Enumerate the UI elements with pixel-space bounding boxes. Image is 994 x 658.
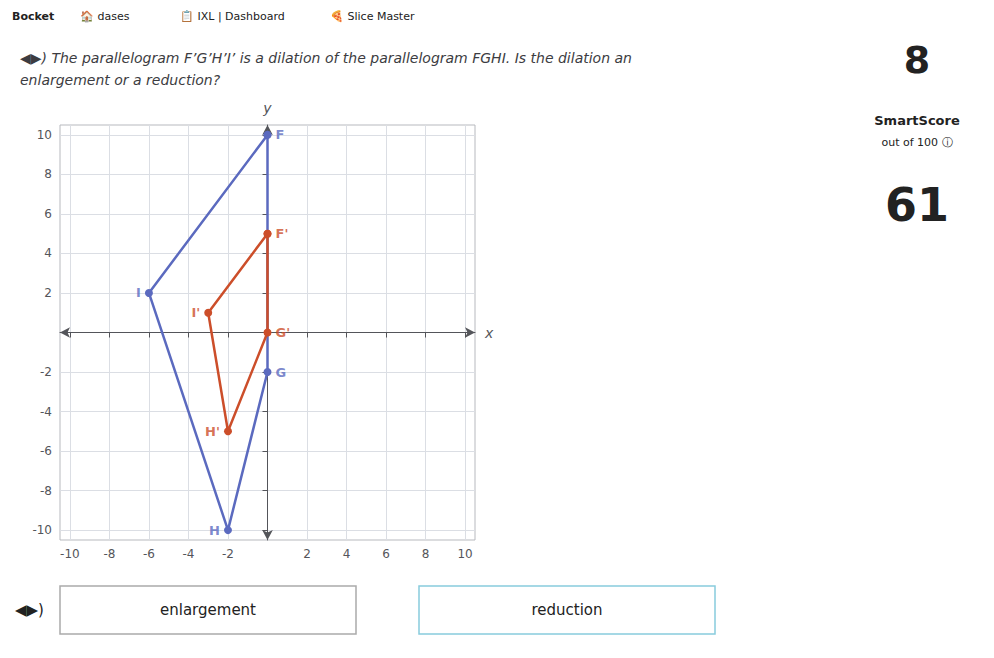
svg-text:-8: -8 [40, 484, 52, 498]
svg-text:I: I [136, 285, 141, 300]
svg-text:2: 2 [303, 547, 311, 561]
svg-text:🏠 dases: 🏠 dases [80, 10, 130, 23]
svg-text:◀▶) The parallelogram F’G’H’I’: ◀▶) The parallelogram F’G’H’I’ is a dila… [20, 50, 632, 66]
svg-text:4: 4 [44, 246, 52, 260]
svg-text:G: G [276, 365, 287, 380]
svg-text:8: 8 [44, 167, 52, 181]
svg-text:SmartScore: SmartScore [874, 113, 960, 128]
svg-text:4: 4 [343, 547, 351, 561]
svg-text:◀▶): ◀▶) [15, 601, 44, 619]
svg-text:out of 100 ⓘ: out of 100 ⓘ [881, 136, 952, 149]
svg-text:F: F [276, 127, 285, 142]
svg-text:enlargement: enlargement [160, 601, 256, 619]
svg-text:📋 IXL | Dashboard: 📋 IXL | Dashboard [180, 10, 285, 23]
svg-text:-4: -4 [40, 405, 52, 419]
svg-text:6: 6 [44, 207, 52, 221]
svg-text:10: 10 [37, 128, 52, 142]
svg-text:F': F' [276, 226, 289, 241]
svg-text:61: 61 [885, 178, 949, 232]
svg-text:8: 8 [904, 38, 930, 82]
svg-text:-10: -10 [32, 523, 52, 537]
svg-text:10: 10 [457, 547, 472, 561]
svg-text:Bocket: Bocket [12, 10, 54, 23]
svg-text:y: y [262, 100, 272, 116]
svg-text:2: 2 [44, 286, 52, 300]
svg-text:x: x [484, 325, 494, 341]
svg-text:6: 6 [382, 547, 390, 561]
svg-text:-4: -4 [182, 547, 194, 561]
svg-text:-2: -2 [222, 547, 234, 561]
svg-text:-10: -10 [60, 547, 80, 561]
svg-text:8: 8 [422, 547, 430, 561]
svg-text:🍕 Slice Master: 🍕 Slice Master [330, 10, 415, 23]
svg-text:enlargement or a reduction?: enlargement or a reduction? [20, 72, 221, 88]
svg-text:I': I' [191, 305, 200, 320]
svg-text:reduction: reduction [531, 601, 602, 619]
svg-text:-6: -6 [40, 444, 52, 458]
svg-text:-6: -6 [143, 547, 155, 561]
svg-text:H: H [209, 523, 220, 538]
svg-text:G': G' [276, 325, 291, 340]
svg-text:-2: -2 [40, 365, 52, 379]
svg-text:-8: -8 [103, 547, 115, 561]
svg-text:H': H' [205, 424, 220, 439]
